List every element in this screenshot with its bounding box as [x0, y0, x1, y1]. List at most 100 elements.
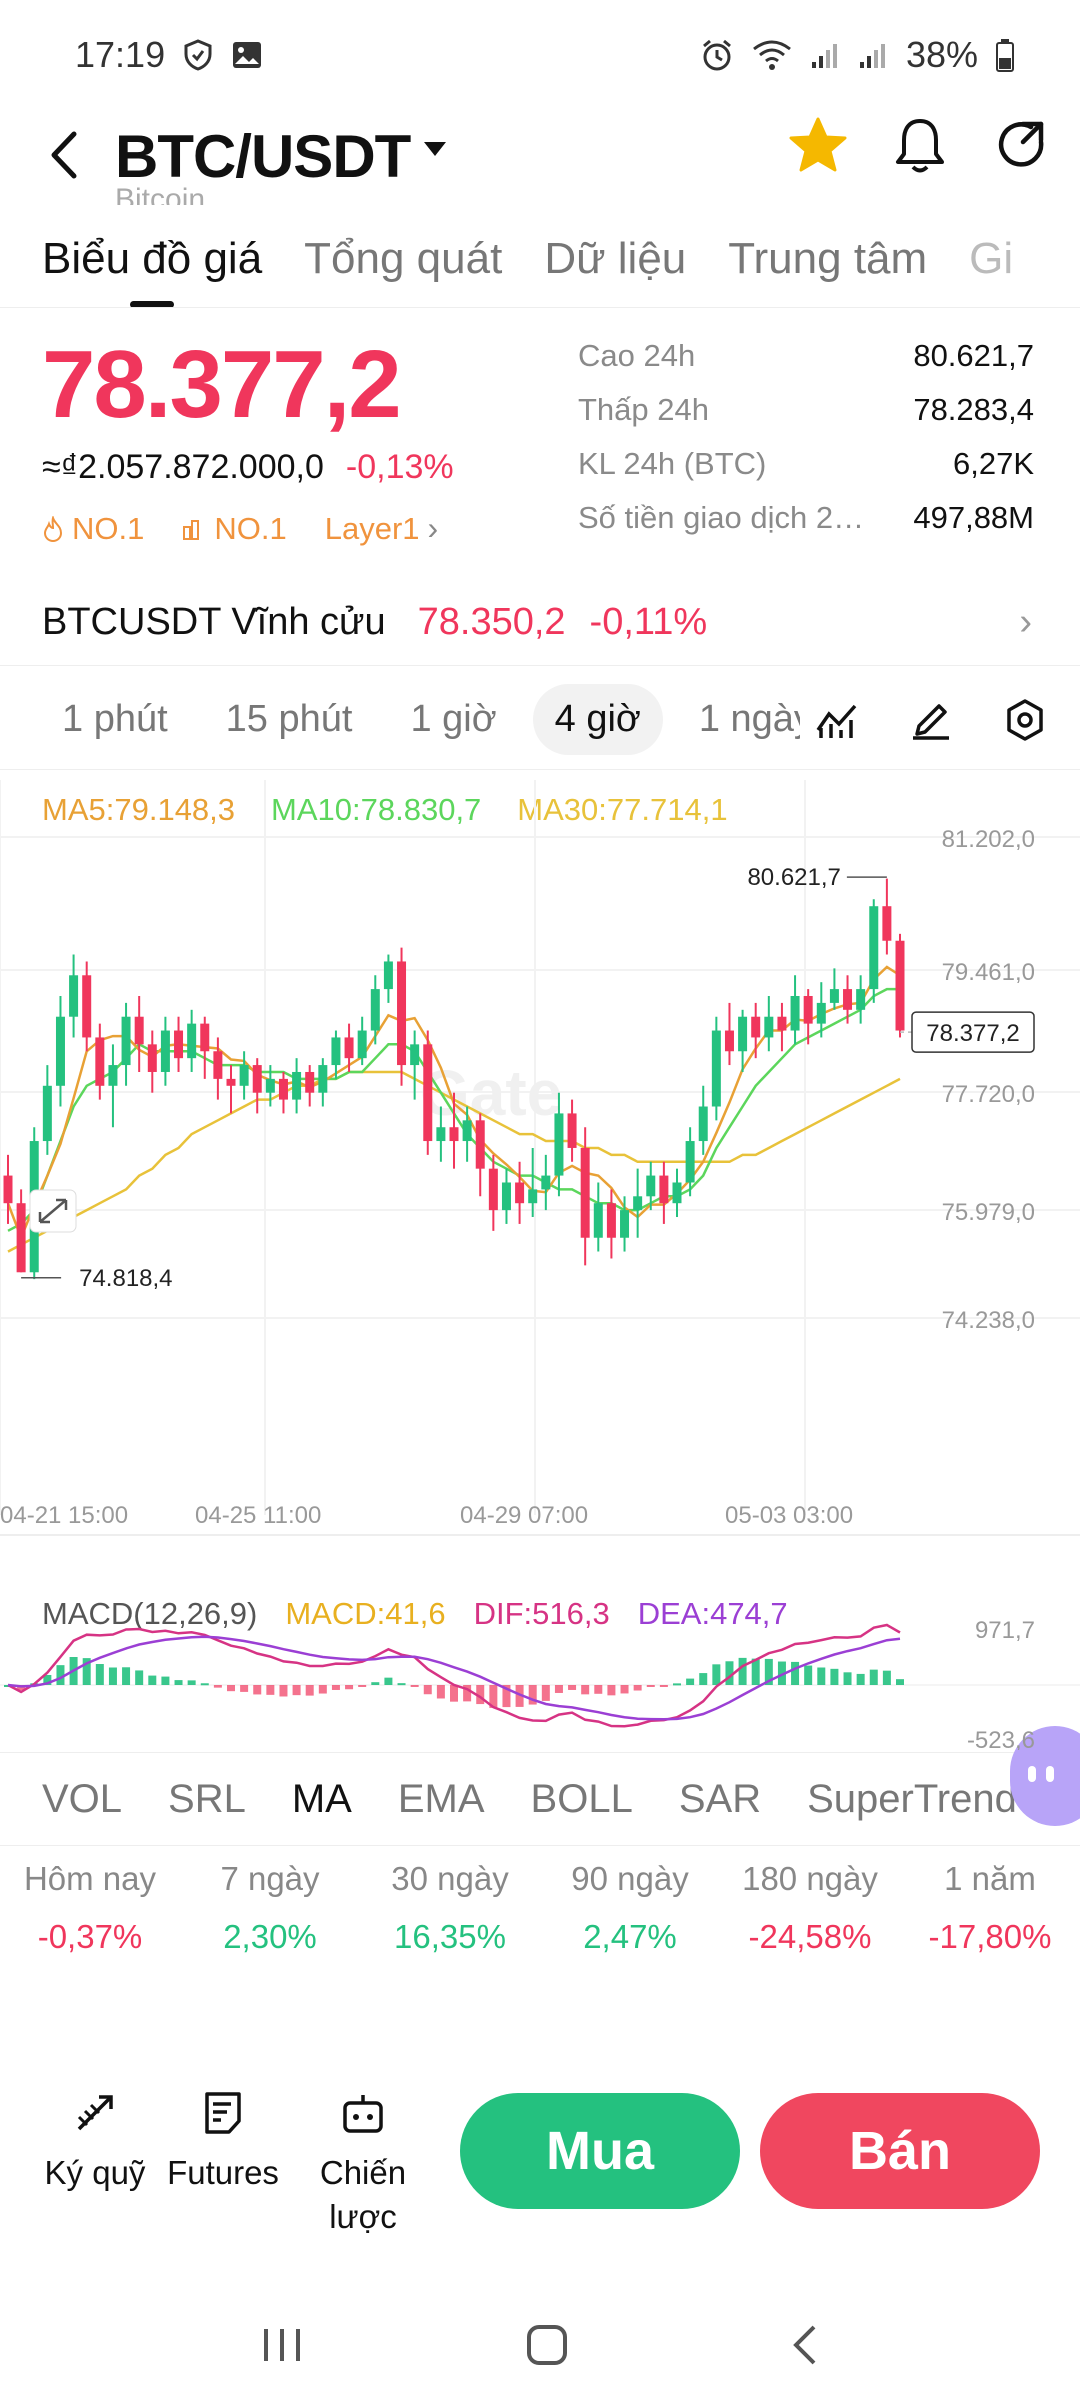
macd-bar: [620, 1685, 629, 1694]
ind-srl[interactable]: SRL: [168, 1776, 246, 1821]
ind-boll[interactable]: BOLL: [530, 1776, 633, 1821]
ind-vol[interactable]: VOL: [42, 1776, 123, 1821]
candle-body: [593, 1203, 603, 1238]
margin-label: Ký quỹ: [44, 2154, 146, 2191]
strategy-button[interactable]: Chiến lược: [298, 2085, 428, 2239]
chart-settings-button[interactable]: [1000, 695, 1050, 745]
ma5-value: MA5:79.148,3: [42, 792, 236, 827]
draw-button[interactable]: [906, 695, 956, 745]
interval-1m[interactable]: 1 phút: [62, 698, 168, 740]
macd-bar: [213, 1685, 222, 1688]
interval-15m[interactable]: 15 phút: [225, 698, 353, 740]
macd-bar: [659, 1685, 668, 1687]
bars-icon: [183, 519, 200, 540]
buy-button[interactable]: Mua: [460, 2093, 740, 2209]
macd-chart[interactable]: 971,7 -523,6: [0, 1600, 1080, 1750]
macd-bar: [82, 1658, 91, 1685]
candle-body: [659, 1175, 669, 1204]
rank-tag-cap[interactable]: NO.1: [182, 511, 287, 547]
assistant-bubble[interactable]: [1010, 1726, 1080, 1826]
rank-tag-hot[interactable]: NO.1: [42, 511, 144, 547]
tab-overview[interactable]: Tổng quát: [304, 233, 503, 283]
candle-body: [397, 961, 407, 1066]
category-tag[interactable]: Layer1 ›: [325, 510, 438, 547]
macd-bar: [581, 1685, 590, 1695]
macd-bar: [804, 1665, 813, 1685]
macd-bar: [345, 1685, 354, 1690]
y-tick-label: 74.238,0: [942, 1307, 1035, 1334]
candle-body: [475, 1120, 485, 1169]
sell-button[interactable]: Bán: [760, 2093, 1040, 2209]
tab-center[interactable]: Trung tâm: [728, 233, 928, 283]
macd-bar: [791, 1661, 800, 1685]
recents-icon[interactable]: [260, 2325, 304, 2365]
price-chart[interactable]: Gate81.202,079.461,077.720,075.979,074.2…: [0, 780, 1080, 1540]
indicator-button[interactable]: [812, 695, 862, 745]
low-label: 74.818,4: [79, 1265, 172, 1292]
tab-chart[interactable]: Biểu đồ giá: [42, 233, 263, 307]
candle-body: [3, 1175, 13, 1204]
macd-bar: [607, 1685, 616, 1696]
tab-data[interactable]: Dữ liệu: [544, 233, 687, 283]
dif-value: DIF:516,3: [473, 1596, 610, 1631]
candle-body: [305, 1071, 315, 1093]
x-tick-label: 05-03 03:00: [725, 1502, 853, 1529]
caret-down-icon[interactable]: [422, 140, 448, 158]
interval-1d[interactable]: 1 ngày: [698, 698, 800, 740]
macd-bar: [56, 1665, 65, 1685]
perf-7d: 7 ngày 2,30%: [180, 1860, 360, 1980]
macd-bar: [331, 1685, 340, 1690]
candle-body: [174, 1030, 184, 1059]
macd-bar: [673, 1683, 681, 1686]
macd-bar: [161, 1676, 170, 1685]
candle-body: [515, 1182, 525, 1204]
macd-bar: [856, 1673, 865, 1685]
ma10-value: MA10:78.830,7: [271, 792, 482, 827]
perpetual-price: 78.350,2: [417, 601, 566, 643]
ind-ma[interactable]: MA: [291, 1776, 352, 1821]
back-button[interactable]: [38, 115, 88, 195]
candle-body: [633, 1196, 643, 1211]
futures-button[interactable]: Futures: [158, 2085, 288, 2195]
candle-body: [843, 989, 853, 1010]
candle-body: [69, 975, 79, 1017]
home-icon[interactable]: [525, 2323, 569, 2367]
macd-bar: [896, 1679, 904, 1685]
interval-1h[interactable]: 1 giờ: [410, 698, 497, 740]
dea-value: DEA:474,7: [637, 1596, 788, 1631]
perf-180d-value: -24,58%: [748, 1918, 872, 1955]
candle-body: [252, 1065, 262, 1093]
macd-bar: [122, 1667, 131, 1685]
share-button[interactable]: [992, 110, 1052, 180]
ind-supertrend[interactable]: SuperTrend: [807, 1776, 1017, 1821]
perf-30d-value: 16,35%: [394, 1918, 506, 1955]
candle-body: [869, 906, 879, 990]
candle-body: [672, 1182, 682, 1204]
macd-bar: [712, 1664, 721, 1685]
macd-bar: [594, 1685, 603, 1694]
back-nav-icon[interactable]: [790, 2323, 820, 2367]
alert-button[interactable]: [890, 110, 950, 180]
ind-ema[interactable]: EMA: [397, 1776, 485, 1821]
signal-icon: [811, 44, 837, 68]
perpetual-row[interactable]: BTCUSDT Vĩnh cửu 78.350,2 -0,11% ›: [0, 580, 1080, 666]
macd-bar: [253, 1685, 262, 1695]
candle-body: [777, 1016, 787, 1031]
stats-panel: Cao 24h 80.621,7 Thấp 24h 78.283,4 KL 24h …: [578, 338, 1034, 554]
dif-line: [7, 1623, 901, 1728]
futures-label: Futures: [167, 2154, 279, 2191]
margin-button[interactable]: Ký quỹ: [30, 2085, 160, 2195]
favorite-button[interactable]: [788, 110, 848, 180]
tags-line[interactable]: NO.1 NO.1 Layer1 ›: [42, 510, 438, 547]
candle-body: [620, 1210, 630, 1238]
main-tabs: Biểu đồ giá Tổng quát Dữ liệu Trung tâm …: [0, 210, 1080, 308]
pair-title[interactable]: BTC/USDT: [115, 123, 411, 190]
interval-4h[interactable]: 4 giờ: [532, 684, 663, 755]
candle-body: [790, 995, 800, 1031]
stat-volume-value: 6,27K: [952, 446, 1034, 481]
candle-body: [698, 1106, 708, 1142]
macd-max-label: 971,7: [975, 1617, 1035, 1644]
ind-sar[interactable]: SAR: [678, 1776, 762, 1821]
perf-90d-label: 90 ngày: [571, 1860, 689, 1897]
tab-more[interactable]: Gi: [969, 233, 1014, 283]
